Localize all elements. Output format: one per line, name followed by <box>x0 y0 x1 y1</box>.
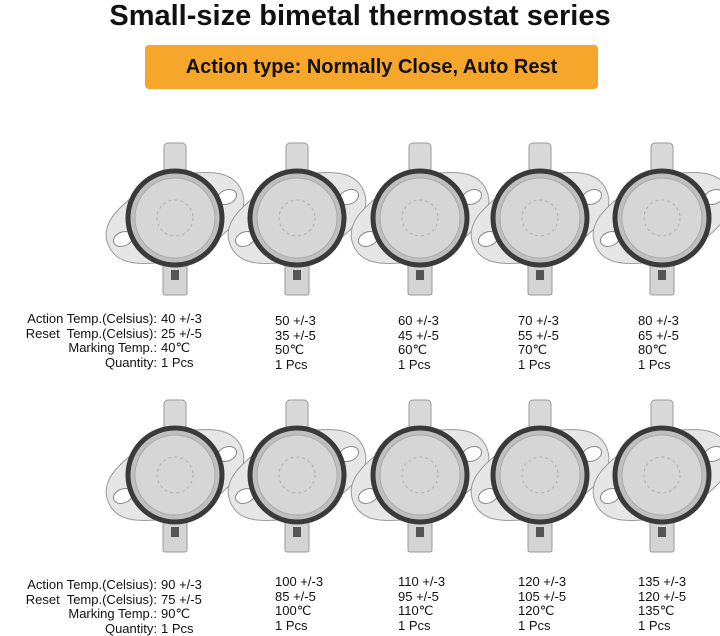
thermostat <box>350 399 490 553</box>
spec-value: 80 +/-3 <box>638 313 679 328</box>
disc-mark <box>278 456 316 494</box>
disc-mark <box>278 199 316 237</box>
spec-value: 90℃ <box>161 606 191 622</box>
thermostat <box>105 399 245 553</box>
spec-value: 50 +/-3 <box>275 313 316 328</box>
spec-value: 1 Pcs <box>518 357 551 373</box>
disc-face <box>621 434 703 516</box>
tab-hole <box>536 270 544 280</box>
spec-value: 1 Pcs <box>638 618 671 634</box>
disc-mark <box>401 199 439 237</box>
spec-value: 135 +/-3 <box>638 574 687 589</box>
spec-value: 55 +/-5 <box>518 327 559 343</box>
spec-value: 110 +/-3 <box>398 574 446 589</box>
disc-face <box>379 177 461 259</box>
spec-label: Quantity: <box>104 355 157 371</box>
badge: Action type: Normally Close, Auto Rest <box>145 45 598 89</box>
spec-label: Marking Temp.: <box>68 340 157 356</box>
thermostat <box>227 399 367 553</box>
spec-value: 100℃ <box>275 603 312 619</box>
spec-value: 85 +/-5 <box>275 588 316 604</box>
disc-mark <box>521 199 559 237</box>
tab-hole <box>171 270 179 280</box>
disc-mark <box>401 456 439 494</box>
disc-face <box>256 434 338 516</box>
spec-value: 95 +/-5 <box>398 588 439 604</box>
spec-value: 70℃ <box>518 342 548 358</box>
spec-label: Reset Temp.(Celsius): <box>25 591 157 607</box>
title: Small-size bimetal thermostat series <box>109 0 611 32</box>
spec-value: 120 +/-5 <box>638 588 687 604</box>
tab-hole <box>293 270 301 280</box>
thermostat <box>105 142 245 296</box>
thermostat <box>592 399 720 553</box>
spec-value: 1 Pcs <box>275 357 308 373</box>
spec-value: 120 +/-3 <box>518 574 567 589</box>
thermostat <box>592 142 720 296</box>
spec-value: 110℃ <box>398 603 434 619</box>
spec-label: Quantity: <box>104 621 157 636</box>
spec-value: 1 Pcs <box>518 618 551 634</box>
spec-value: 45 +/-5 <box>398 327 439 343</box>
thermostat <box>227 142 367 296</box>
spec-value: 1 Pcs <box>161 621 194 636</box>
disc-face <box>379 434 461 516</box>
spec-value: 100 +/-3 <box>275 574 324 589</box>
disc-mark <box>643 199 681 237</box>
tab-hole <box>416 527 424 537</box>
thermostat <box>350 142 490 296</box>
spec-label: Marking Temp.: <box>68 606 157 622</box>
spec-value: 60℃ <box>398 342 428 358</box>
tab-hole <box>658 270 666 280</box>
spec-value: 1 Pcs <box>275 618 308 634</box>
disc-face <box>134 177 216 259</box>
spec-value: 50℃ <box>275 342 305 358</box>
disc-mark <box>156 456 194 494</box>
disc-face <box>256 177 338 259</box>
spec-value: 40℃ <box>161 340 191 356</box>
spec-label: Action Temp.(Celsius): <box>27 311 157 326</box>
disc-face <box>621 177 703 259</box>
disc-mark <box>643 456 681 494</box>
spec-value: 80℃ <box>638 342 668 358</box>
tab-hole <box>416 270 424 280</box>
spec-value: 65 +/-5 <box>638 327 679 343</box>
spec-value: 75 +/-5 <box>161 591 202 607</box>
spec-value: 35 +/-5 <box>275 327 316 343</box>
spec-value: 40 +/-3 <box>161 311 202 326</box>
spec-value: 1 Pcs <box>638 357 671 373</box>
spec-value: 1 Pcs <box>161 355 194 371</box>
disc-face <box>134 434 216 516</box>
spec-value: 135℃ <box>638 603 675 619</box>
spec-label: Reset Temp.(Celsius): <box>25 325 157 341</box>
thermostat <box>470 399 610 553</box>
spec-label: Action Temp.(Celsius): <box>27 577 157 592</box>
spec-value: 60 +/-3 <box>398 313 439 328</box>
thermostat <box>470 142 610 296</box>
spec-value: 70 +/-3 <box>518 313 559 328</box>
disc-face <box>499 177 581 259</box>
tab-hole <box>658 527 666 537</box>
spec-value: 105 +/-5 <box>518 588 567 604</box>
spec-value: 1 Pcs <box>398 357 431 373</box>
tab-hole <box>293 527 301 537</box>
spec-value: 90 +/-3 <box>161 577 202 592</box>
spec-value: 25 +/-5 <box>161 325 202 341</box>
disc-mark <box>156 199 194 237</box>
spec-value: 120℃ <box>518 603 555 619</box>
tab-hole <box>536 527 544 537</box>
tab-hole <box>171 527 179 537</box>
disc-mark <box>521 456 559 494</box>
disc-face <box>499 434 581 516</box>
spec-value: 1 Pcs <box>398 618 431 634</box>
